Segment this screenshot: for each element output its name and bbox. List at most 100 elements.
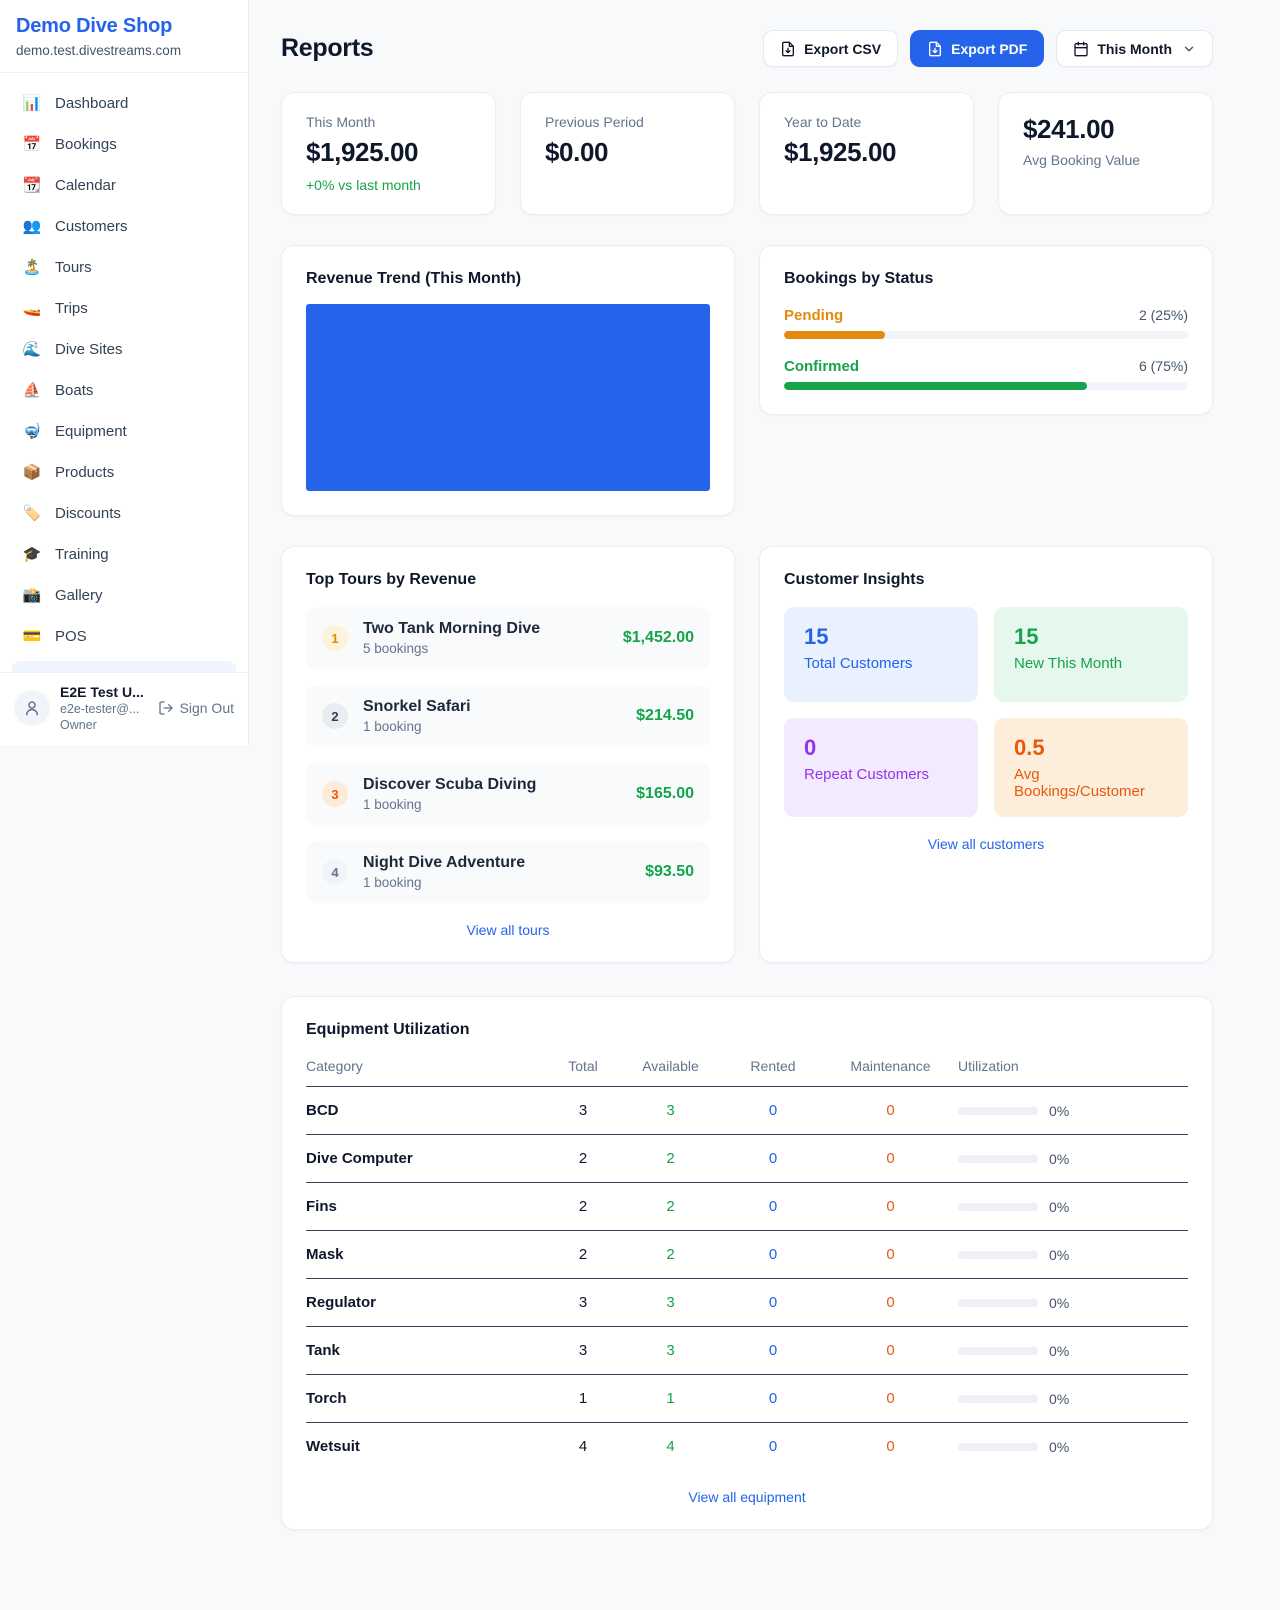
table-row: Dive Computer 2 2 0 0 0% (306, 1135, 1188, 1183)
sidebar-item-boats[interactable]: ⛵ Boats (12, 374, 236, 406)
stat-value: $1,925.00 (784, 137, 897, 167)
user-role: Owner (60, 718, 97, 732)
sidebar-item-label: Dashboard (55, 94, 129, 112)
status-label: Confirmed (784, 358, 859, 375)
col-category: Category (306, 1058, 363, 1074)
cell-total: 1 (578, 1390, 588, 1407)
revenue-trend-title: Revenue Trend (This Month) (306, 270, 522, 287)
sidebar-item-calendar[interactable]: 📆 Calendar (12, 169, 236, 201)
cell-category: Mask (306, 1246, 344, 1263)
tile-label: Total Customers (804, 655, 913, 672)
status-bar-fill (784, 382, 1087, 390)
pos-icon: 💳 (22, 628, 42, 645)
cell-available: 2 (666, 1198, 675, 1215)
sidebar-item-bookings[interactable]: 📅 Bookings (12, 128, 236, 160)
cell-maintenance: 0 (886, 1150, 895, 1167)
status-count: 2 (25%) (1138, 307, 1188, 323)
sidebar-item-label: POS (55, 627, 87, 645)
col-rented: Rented (750, 1058, 796, 1074)
sidebar-item-label: Products (55, 463, 115, 481)
stat-label: Year to Date (784, 114, 862, 130)
view-all-customers-link[interactable]: View all customers (927, 836, 1045, 852)
cell-utilization: 0% (958, 1343, 1188, 1359)
stat-card-year-to-date: Year to Date $1,925.00 (759, 92, 974, 215)
tour-name: Two Tank Morning Dive (363, 620, 541, 637)
sidebar-item-label: Boats (55, 381, 94, 399)
utilization-percent: 0% (1049, 1342, 1070, 1359)
tile-new-this-month: 15 New This Month (994, 607, 1188, 702)
insights-row: Top Tours by Revenue 1 Two Tank Morning … (281, 546, 1213, 963)
shop-name: Demo Dive Shop (16, 15, 173, 37)
revenue-trend-card: Revenue Trend (This Month) (281, 245, 735, 516)
tour-name: Night Dive Adventure (363, 854, 526, 871)
sidebar-nav: 📊 Dashboard 📅 Bookings 📆 Calendar 👥 Customer… (0, 73, 248, 652)
view-all-tours-link[interactable]: View all tours (466, 922, 550, 938)
utilization-percent: 0% (1049, 1198, 1070, 1215)
status-bar-fill (784, 331, 885, 339)
export-pdf-button[interactable]: Export PDF (910, 30, 1045, 67)
sidebar-item-dive-sites[interactable]: 🌊 Dive Sites (12, 333, 236, 365)
cell-category: Wetsuit (306, 1438, 360, 1455)
sidebar-item-reports-partial[interactable] (12, 661, 236, 672)
status-row-confirmed: Confirmed 6 (75%) (784, 358, 1188, 390)
user-footer: E2E Test U... e2e-tester@... Owner Sign … (0, 672, 248, 745)
sidebar-item-trips[interactable]: 🚤 Trips (12, 292, 236, 324)
cell-category: Fins (306, 1198, 337, 1215)
cell-total: 3 (578, 1102, 588, 1119)
sidebar-item-discounts[interactable]: 🏷️ Discounts (12, 497, 236, 529)
chevron-down-icon (1184, 46, 1194, 51)
user-email: e2e-tester@... (60, 702, 140, 716)
cell-maintenance: 0 (886, 1438, 895, 1455)
tour-bookings: 1 booking (363, 797, 422, 812)
user-name: E2E Test U... (60, 684, 144, 700)
sidebar: Demo Dive Shop demo.test.divestreams.com… (0, 0, 249, 745)
page-title: Reports (281, 34, 374, 62)
sign-out-button[interactable]: Sign Out (158, 700, 234, 716)
sidebar-item-equipment[interactable]: 🤿 Equipment (12, 415, 236, 447)
sidebar-item-label: Dive Sites (55, 340, 123, 358)
export-csv-button[interactable]: Export CSV (763, 30, 899, 67)
sign-out-label: Sign Out (179, 700, 234, 716)
sidebar-item-gallery[interactable]: 📸 Gallery (12, 579, 236, 611)
sidebar-item-label: Customers (55, 217, 128, 235)
sidebar-item-label: Discounts (55, 504, 121, 522)
table-row: Tank 3 3 0 0 0% (306, 1327, 1188, 1375)
stat-label: Previous Period (545, 114, 644, 130)
utilization-bar (958, 1442, 1038, 1451)
top-tours-title: Top Tours by Revenue (306, 571, 477, 588)
cell-total: 2 (578, 1198, 588, 1215)
col-maintenance: Maintenance (850, 1058, 931, 1074)
sidebar-item-pos[interactable]: 💳 POS (12, 620, 236, 652)
col-utilization: Utilization (958, 1058, 1019, 1074)
stat-label: Avg Booking Value (1023, 152, 1141, 168)
stat-card-avg-booking-value: $241.00 Avg Booking Value (998, 92, 1213, 215)
cell-available: 1 (666, 1390, 675, 1407)
sidebar-item-dashboard[interactable]: 📊 Dashboard (12, 87, 236, 119)
shop-header: Demo Dive Shop demo.test.divestreams.com (0, 0, 248, 73)
sidebar-item-products[interactable]: 📦 Products (12, 456, 236, 488)
cell-total: 4 (578, 1438, 588, 1455)
table-row: Wetsuit 4 4 0 0 0% (306, 1423, 1188, 1470)
boats-icon: ⛵ (22, 382, 42, 399)
table-row: Regulator 3 3 0 0 0% (306, 1279, 1188, 1327)
sidebar-item-training[interactable]: 🎓 Training (12, 538, 236, 570)
tile-value: 0.5 (1014, 735, 1045, 760)
stat-card-this-month: This Month $1,925.00 +0% vs last month (281, 92, 496, 215)
period-dropdown[interactable]: This Month (1056, 30, 1213, 67)
utilization-bar (958, 1250, 1038, 1259)
rank-badge: 4 (322, 859, 348, 885)
cell-category: Dive Computer (306, 1150, 413, 1167)
stat-cards: This Month $1,925.00 +0% vs last month P… (281, 92, 1213, 215)
tour-revenue: $165.00 (636, 785, 694, 802)
tile-label: Avg Bookings/Customer (1014, 766, 1145, 800)
cell-rented: 0 (768, 1150, 778, 1167)
calendar-icon (1074, 41, 1089, 56)
cell-available: 3 (666, 1342, 675, 1359)
discounts-icon: 🏷️ (22, 505, 42, 522)
stat-card-previous-period: Previous Period $0.00 (520, 92, 735, 215)
view-all-equipment-link[interactable]: View all equipment (688, 1489, 806, 1505)
cell-utilization: 0% (958, 1247, 1188, 1263)
sidebar-item-label: Bookings (55, 135, 117, 153)
sidebar-item-customers[interactable]: 👥 Customers (12, 210, 236, 242)
sidebar-item-tours[interactable]: 🏝️ Tours (12, 251, 236, 283)
